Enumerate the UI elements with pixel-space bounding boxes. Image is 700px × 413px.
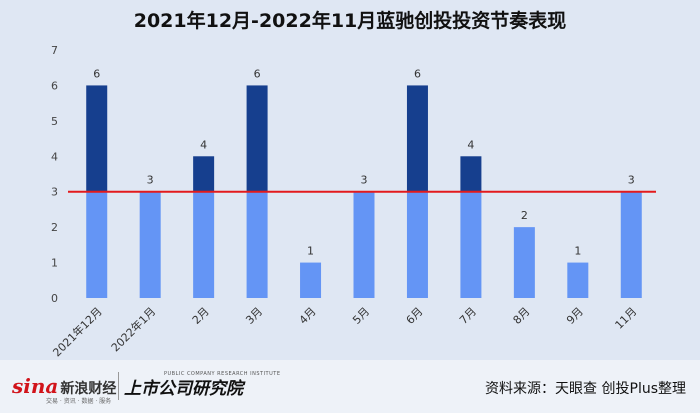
data-label: 2 [521, 209, 528, 222]
data-label: 1 [307, 245, 314, 258]
bar-segment-below-reference [460, 191, 482, 298]
y-tick-label: 3 [51, 186, 58, 199]
bar-segment-below-reference [513, 227, 535, 298]
bar-segment-below-reference [86, 191, 108, 298]
y-tick-label: 7 [51, 44, 58, 57]
data-label: 4 [467, 138, 474, 151]
bar-segment-above-reference [246, 85, 268, 192]
data-label: 3 [147, 174, 154, 187]
data-label: 6 [93, 67, 100, 80]
sina-cn-wordmark: 新浪财经 [60, 381, 117, 397]
y-tick-label: 2 [51, 221, 58, 234]
x-tick-label: 2022年1月 [108, 304, 158, 354]
sina-wordmark: sina [12, 374, 59, 398]
data-label: 4 [200, 138, 207, 151]
data-label: 3 [361, 174, 368, 187]
bar-segment-above-reference [406, 85, 428, 192]
x-tick-label: 5月 [350, 305, 372, 327]
bar-segment-below-reference [300, 262, 322, 298]
y-tick-label: 1 [51, 257, 58, 270]
data-label: 1 [574, 245, 581, 258]
chart-title: 2021年12月-2022年11月蓝驰创投投资节奏表现 [133, 10, 567, 32]
footer-band [0, 360, 700, 413]
data-label: 3 [628, 174, 635, 187]
sina-tagline: 交易 · 资讯 · 数据 · 服务 [46, 398, 112, 405]
bar-segment-below-reference [139, 191, 161, 298]
x-tick-label: 4月 [297, 305, 319, 327]
y-tick-label: 4 [51, 150, 58, 163]
bar-segment-below-reference [567, 262, 589, 298]
x-tick-label: 2021年12月 [50, 304, 105, 359]
research-institute-logo: 上市公司研究院 PUBLIC COMPANY RESEARCH INSTITUT… [124, 371, 280, 399]
x-tick-label: 2月 [190, 305, 212, 327]
x-tick-label: 6月 [404, 305, 426, 327]
y-tick-label: 0 [51, 292, 58, 305]
bar-segment-below-reference [246, 191, 268, 298]
bar-segment-above-reference [86, 85, 108, 192]
sina-finance-logo: sina 新浪财经 交易 · 资讯 · 数据 · 服务 [12, 374, 117, 405]
x-tick-label: 3月 [243, 305, 265, 327]
data-label: 6 [254, 67, 261, 80]
x-tick-label: 8月 [511, 305, 533, 327]
bar-segment-above-reference [460, 156, 482, 192]
bar-segment-below-reference [620, 191, 642, 298]
data-label: 6 [414, 67, 421, 80]
bar-segment-above-reference [193, 156, 215, 192]
bar-chart: 0 1 2 3 4 5 6 7 6 2021年12月 3 2022年1月 4 2月 6 3月 1 4月 3 5月 6 6月… [50, 44, 656, 359]
source-note: 资料来源：天眼查 创投Plus整理 [485, 381, 686, 397]
x-tick-label: 9月 [564, 305, 586, 327]
research-institute-tagline: PUBLIC COMPANY RESEARCH INSTITUTE [164, 371, 281, 377]
x-tick-label: 11月 [613, 305, 640, 332]
y-tick-label: 5 [51, 115, 58, 128]
x-tick-label: 7月 [457, 305, 479, 327]
bar-segment-below-reference [406, 191, 428, 298]
bar-segment-below-reference [193, 191, 215, 298]
y-tick-label: 6 [51, 79, 58, 92]
bar-segment-below-reference [353, 191, 375, 298]
logo-divider [118, 372, 119, 400]
research-institute-wordmark: 上市公司研究院 [124, 379, 243, 399]
